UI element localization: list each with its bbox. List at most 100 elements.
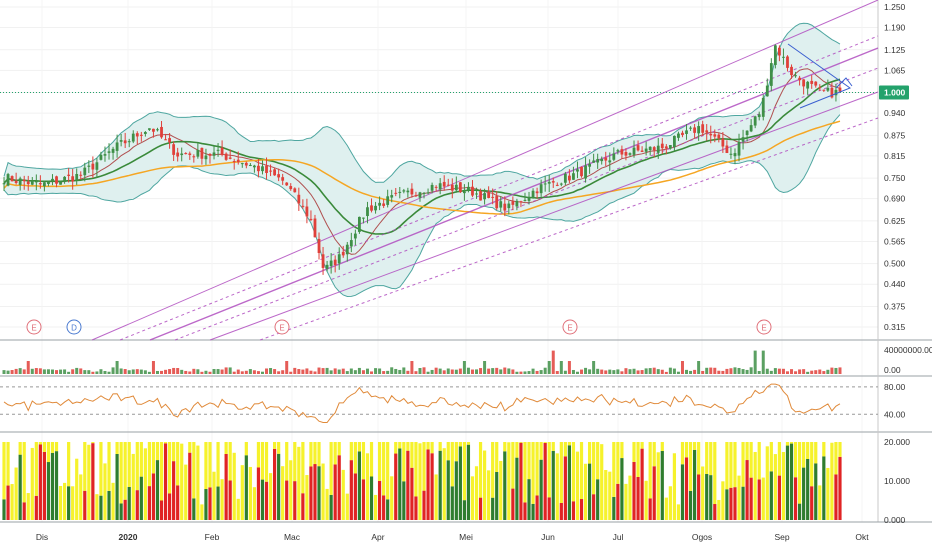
volume-bar <box>386 370 390 374</box>
volume-bar <box>830 367 834 374</box>
candle-body <box>349 240 353 247</box>
oscillator-bar-bg <box>640 442 644 449</box>
volume-bar <box>248 369 252 374</box>
candle-body <box>604 157 608 161</box>
oscillator-bar <box>91 443 95 520</box>
oscillator-bar <box>333 464 337 520</box>
oscillator-bar <box>329 494 333 520</box>
rsi-tick-label: 40.00 <box>884 409 906 419</box>
candle-body <box>236 159 240 163</box>
oscillator-bar-bg <box>802 442 806 468</box>
oscillator-bar-bg <box>406 442 410 451</box>
grid-lines <box>0 0 932 523</box>
oscillator-bar <box>495 471 499 520</box>
candle-body <box>656 145 660 153</box>
volume-bar <box>111 367 115 374</box>
candle-body <box>75 174 79 180</box>
candle-body <box>67 174 71 176</box>
current-price-tag <box>879 85 909 100</box>
candle-body <box>301 205 305 207</box>
volume-bar <box>644 368 648 374</box>
volume-bar <box>71 369 75 374</box>
oscillator-bar <box>789 443 794 520</box>
candle-body <box>43 182 46 187</box>
oscillator-bar-bg <box>337 442 341 456</box>
candle-body <box>119 140 123 142</box>
volume-bar <box>103 370 107 374</box>
candle-body <box>664 146 668 149</box>
candle-body <box>531 190 535 199</box>
candle-body <box>265 165 268 173</box>
oscillator-bar-bg <box>147 442 152 487</box>
oscillator-bar <box>200 504 204 520</box>
volume-bar <box>228 367 232 374</box>
volume-bar <box>543 367 547 374</box>
time-tick-label: 2020 <box>119 532 138 542</box>
volume-bar <box>135 369 139 374</box>
oscillator-bar <box>398 448 402 520</box>
candle-body <box>422 192 426 194</box>
volume-bar <box>701 370 705 374</box>
volume-bar <box>370 371 374 374</box>
oscillator-bar <box>107 490 111 520</box>
volume-bar <box>515 371 519 374</box>
oscillator-bar-bg <box>579 442 584 500</box>
candle-body <box>499 201 503 208</box>
volume-bar <box>232 371 236 374</box>
candle-body <box>632 147 636 155</box>
oscillator-bar <box>325 488 329 520</box>
volume-bar <box>6 370 10 374</box>
oscillator-bar <box>652 466 656 520</box>
volume-bar <box>660 369 664 374</box>
oscillator-bar <box>2 499 6 520</box>
volume-bar <box>753 350 757 374</box>
candle-body <box>99 154 103 160</box>
candle-body <box>216 149 220 151</box>
oscillator-bar <box>462 500 467 520</box>
oscillator-bar <box>10 484 14 520</box>
oscillator-bar <box>212 471 216 520</box>
triangle-pattern <box>787 43 853 109</box>
volume-bar <box>668 367 672 374</box>
osc-tick-label: 0.000 <box>884 515 906 525</box>
time-tick-label: Mac <box>284 532 301 542</box>
oscillator-bar-bg <box>192 442 196 499</box>
candle-body <box>434 186 438 188</box>
oscillator-bar <box>692 449 697 520</box>
oscillator-bar <box>543 442 547 520</box>
candle-body <box>386 196 390 205</box>
candle-body <box>224 153 228 160</box>
oscillator-bar <box>567 445 572 520</box>
oscillator-bar <box>608 471 612 520</box>
candle-body <box>761 97 765 117</box>
candle-body <box>188 153 192 155</box>
oscillator-bar <box>660 450 664 520</box>
oscillator-bar-bg <box>713 442 717 505</box>
oscillator-bar-bg <box>2 442 6 500</box>
volume-bar <box>301 369 305 374</box>
candle-body <box>253 165 256 168</box>
channel-line <box>259 117 879 341</box>
volume-bar <box>713 367 717 374</box>
time-tick-label: Apr <box>371 532 384 542</box>
volume-bar <box>531 368 535 374</box>
volume-bar <box>285 361 289 374</box>
oscillator-bar-bg <box>592 442 596 495</box>
candle-body <box>584 165 587 179</box>
volume-bar <box>172 367 176 374</box>
volume-bar <box>176 368 180 374</box>
candle-body <box>782 56 785 58</box>
candle-body <box>111 148 115 153</box>
volume-bar <box>491 368 495 374</box>
candle-body <box>753 116 757 126</box>
bollinger-fill <box>4 23 840 297</box>
oscillator-bar-bg <box>454 442 458 462</box>
oscillator-bar <box>236 498 240 520</box>
oscillator-bar-bg <box>458 442 462 447</box>
oscillator-bar <box>664 497 668 520</box>
volume-bar <box>729 368 733 374</box>
oscillator-bar-bg <box>535 442 539 496</box>
oscillator-bar <box>741 486 745 520</box>
candle-body <box>200 147 204 159</box>
